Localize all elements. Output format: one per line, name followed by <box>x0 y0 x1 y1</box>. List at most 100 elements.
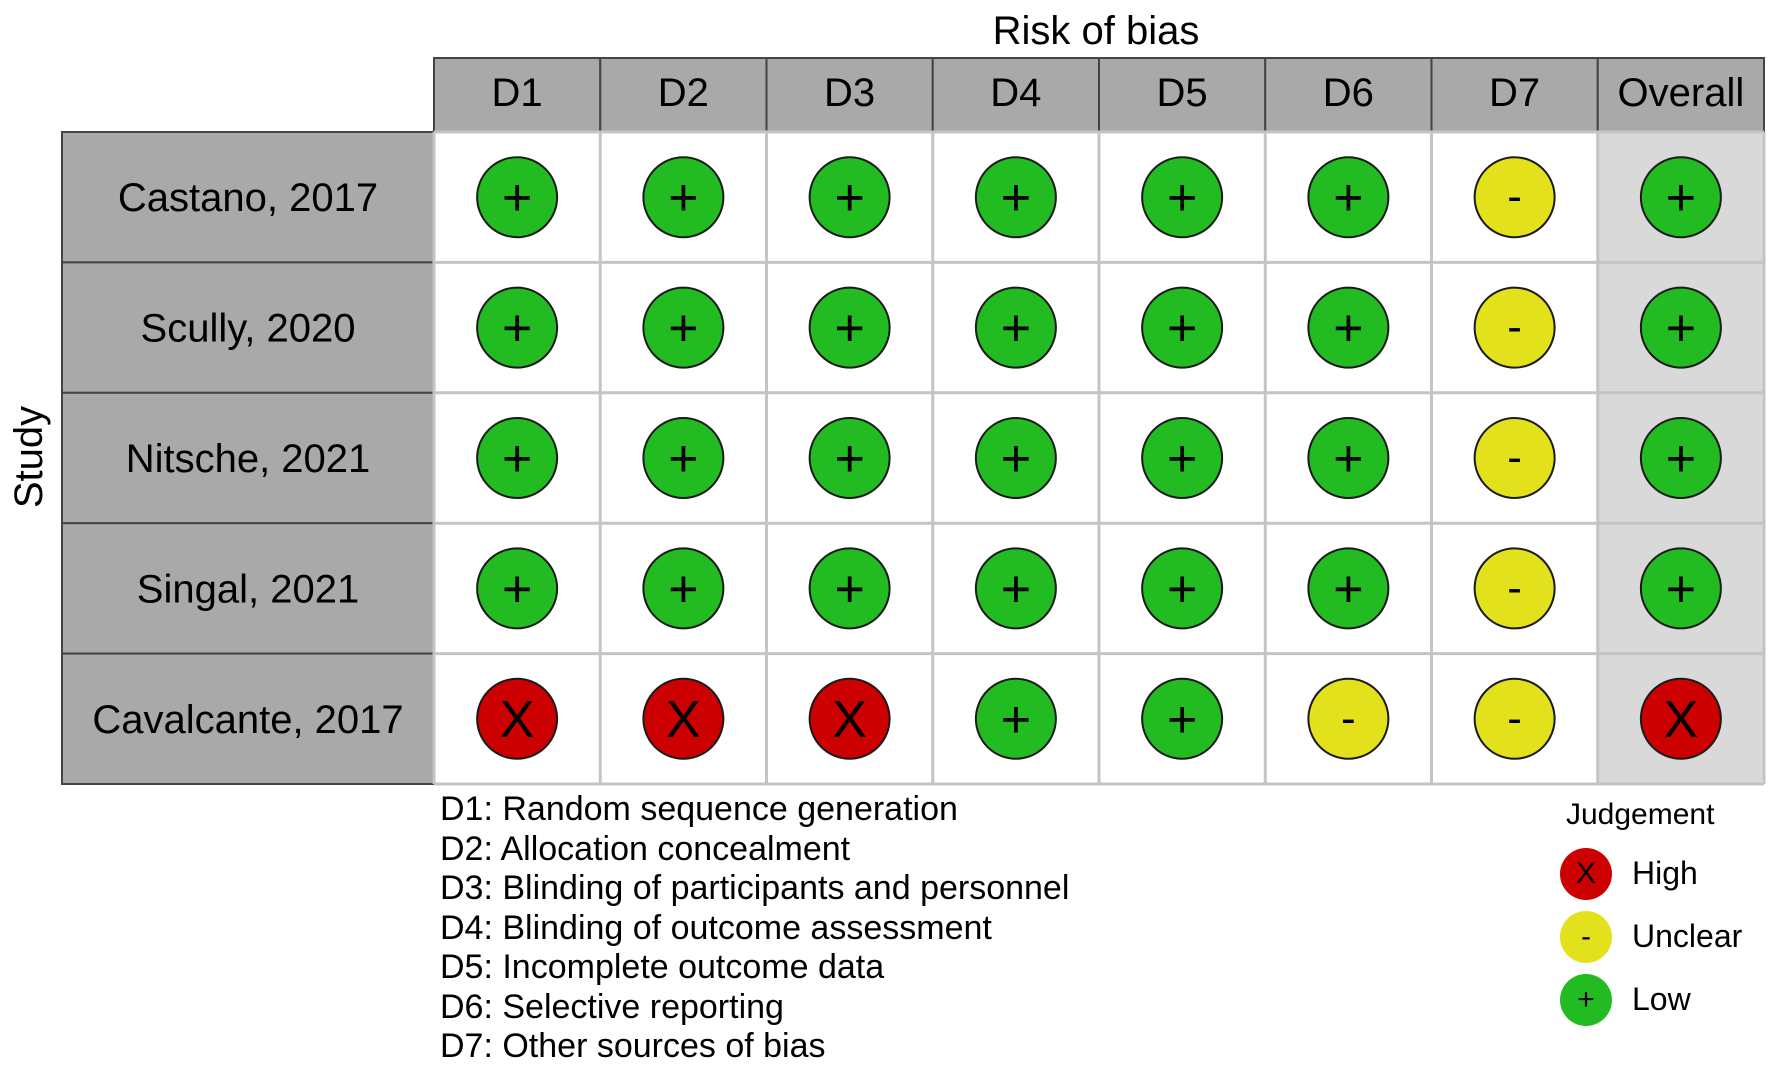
judgement-circle <box>1473 677 1556 760</box>
judgement-symbol: X <box>666 691 701 749</box>
judgement-symbol: X <box>832 691 867 749</box>
domain-definition: D3: Blinding of participants and personn… <box>440 869 1070 907</box>
study-label: Nitsche, 2021 <box>126 437 371 481</box>
judgement-circle <box>1639 547 1722 630</box>
domain-header-label: D3 <box>824 71 875 115</box>
domain-definition: D7: Other sources of bias <box>440 1027 826 1065</box>
judgement-circle <box>642 417 725 499</box>
judgement-circle <box>1141 677 1224 760</box>
judgement-unclear-mark: - <box>1307 677 1390 760</box>
judgement-low-mark: + <box>1307 156 1390 239</box>
low-risk-icon: + <box>1560 973 1612 1026</box>
judgement-symbol: + <box>1333 430 1363 488</box>
domain-definition: D5: Incomplete outcome data <box>440 948 885 986</box>
domain-header-row: D1 D2 D3 D4 D5 D6 D7 Overall <box>433 57 1765 133</box>
chart-title: Risk of bias <box>993 9 1200 53</box>
judgement-symbol: + <box>668 300 698 358</box>
judgement-circle <box>1639 677 1722 760</box>
judgement-low-mark: + <box>1141 156 1224 239</box>
judgement-symbol: + <box>1167 430 1197 488</box>
judgement-circle <box>642 156 725 239</box>
judgement-circle <box>974 417 1057 499</box>
judgement-circle <box>476 417 559 499</box>
judgement-symbol: + <box>1167 300 1197 358</box>
study-row-label: Nitsche, 2021 <box>61 391 435 525</box>
judgement-circle <box>1639 156 1722 239</box>
judgement-low-mark: + <box>1307 547 1390 630</box>
judgement-circle <box>974 547 1057 630</box>
judgement-symbol: - <box>1507 433 1522 482</box>
domain-header-cell <box>1596 57 1765 133</box>
judgement-circle <box>1473 547 1556 630</box>
judgement-low-mark: + <box>1639 156 1722 239</box>
domain-definition: D1: Random sequence generation <box>440 790 958 828</box>
legend-label-low: Low <box>1632 981 1691 1017</box>
judgement-circle <box>974 156 1057 239</box>
judgement-symbol: + <box>1333 300 1363 358</box>
judgement-symbol: + <box>1001 430 1031 488</box>
judgement-low-mark: + <box>974 156 1057 239</box>
study-label-cell <box>61 652 435 785</box>
judgement-symbol: + <box>502 169 532 227</box>
judgement-low-mark: + <box>476 547 559 630</box>
legend-label-high: High <box>1632 855 1698 891</box>
domain-header-label: D1 <box>492 71 543 115</box>
judgement-symbol: + <box>668 430 698 488</box>
judgement-unclear-mark: - <box>1473 547 1556 630</box>
judgement-symbol: - <box>1507 694 1522 743</box>
judgement-symbol: - <box>1507 563 1522 612</box>
domain-header-label: Overall <box>1618 71 1745 115</box>
judgement-circle <box>476 156 559 239</box>
judgement-symbol: + <box>1333 169 1363 227</box>
judgement-unclear-mark: - <box>1473 286 1556 369</box>
judgement-symbol: + <box>1666 300 1696 358</box>
domain-header-d6: D6 <box>1264 57 1433 133</box>
domain-header-d1: D1 <box>433 57 602 133</box>
judgement-high-mark: X <box>808 677 891 760</box>
judgement-circle <box>1141 286 1224 369</box>
judgement-low-mark: + <box>808 156 891 239</box>
judgement-symbol: + <box>834 560 864 618</box>
domain-header-cell <box>931 57 1100 133</box>
legend-item-unclear: - Unclear <box>1560 905 1770 968</box>
judgement-circle <box>1473 156 1556 239</box>
high-risk-icon: X <box>1560 847 1612 900</box>
judgement-symbol: + <box>1001 169 1031 227</box>
judgement-high-mark: X <box>476 677 559 760</box>
domain-definition: D4: Blinding of outcome assessment <box>440 908 992 947</box>
study-label: Cavalcante, 2017 <box>92 698 403 742</box>
unclear-risk-icon: - <box>1560 910 1612 963</box>
study-label: Singal, 2021 <box>137 567 359 611</box>
judgement-circle <box>808 677 891 760</box>
judgement-low-mark: + <box>1639 547 1722 630</box>
judgement-symbol: + <box>1666 169 1696 227</box>
study-label-column: Castano, 2017 Scully, 2020 Nitsche, 2021 Si… <box>61 131 435 785</box>
study-label-cell <box>61 522 435 655</box>
domain-header-d3: D3 <box>765 57 934 133</box>
judgement-symbol: + <box>668 560 698 618</box>
study-label: Scully, 2020 <box>141 307 356 351</box>
judgement-unclear-mark: - <box>1473 156 1556 239</box>
judgement-circle <box>642 677 725 760</box>
judgement-circle <box>1141 417 1224 499</box>
judgement-circle <box>1639 286 1722 369</box>
judgement-circle <box>476 677 559 760</box>
judgement-high-mark: X <box>1639 677 1722 760</box>
legend-label-unclear: Unclear <box>1632 918 1743 954</box>
judgement-symbol: X <box>500 691 535 749</box>
study-row-label: Cavalcante, 2017 <box>61 652 435 785</box>
judgement-symbol: - <box>1507 303 1522 352</box>
judgement-symbol: + <box>1333 560 1363 618</box>
domain-header-d7: D7 <box>1430 57 1599 133</box>
judgement-low-mark: + <box>1639 417 1722 499</box>
domain-definitions: D1: Random sequence generation D2: Alloc… <box>440 790 1069 1067</box>
study-row-label: Castano, 2017 <box>61 131 435 264</box>
domain-definition: D6: Selective reporting <box>440 987 784 1026</box>
judgement-symbol: + <box>1167 169 1197 227</box>
judgement-circle <box>1307 417 1390 499</box>
judgement-symbol: + <box>1001 300 1031 358</box>
judgement-low-mark: + <box>974 286 1057 369</box>
judgement-symbol: + <box>834 430 864 488</box>
judgement-low-mark: + <box>1141 547 1224 630</box>
